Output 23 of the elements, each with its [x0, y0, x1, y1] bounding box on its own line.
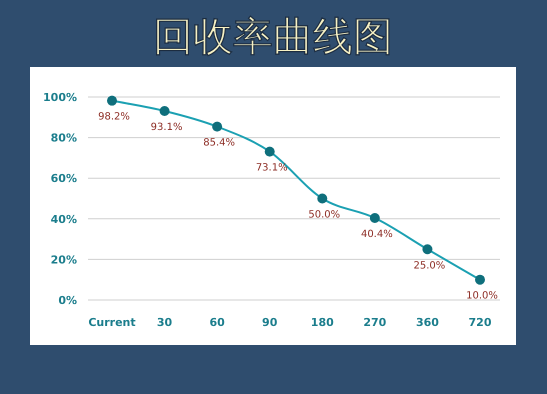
y-tick-label: 20%: [50, 253, 77, 266]
x-tick-label: Current: [88, 316, 136, 329]
x-tick-label: 60: [209, 316, 226, 329]
y-tick-label: 0%: [58, 294, 77, 307]
text: 25.0%: [414, 260, 446, 272]
text: 50.0%: [308, 210, 340, 220]
text: 73.1%: [256, 162, 288, 174]
y-tick-label: 80%: [50, 132, 77, 145]
y-tick-label: 60%: [50, 172, 77, 186]
text: 10.0%: [466, 290, 498, 302]
x-tick-label: 270: [363, 316, 387, 329]
text: 40.4%: [360, 228, 393, 240]
x-tick-label: 90: [262, 316, 278, 329]
text: 85.4%: [203, 138, 236, 149]
x-tick-label: 360: [416, 316, 440, 329]
x-tick-label: 180: [310, 316, 334, 329]
x-tick-label: 30: [156, 316, 173, 329]
x-tick-label: 720: [468, 316, 492, 329]
text: 93.1%: [150, 122, 182, 134]
text: 98.2%: [98, 112, 130, 123]
y-tick-label: 40%: [50, 212, 77, 226]
y-tick-label: 100%: [43, 91, 77, 104]
title: 回收率曲线图: [153, 14, 393, 60]
